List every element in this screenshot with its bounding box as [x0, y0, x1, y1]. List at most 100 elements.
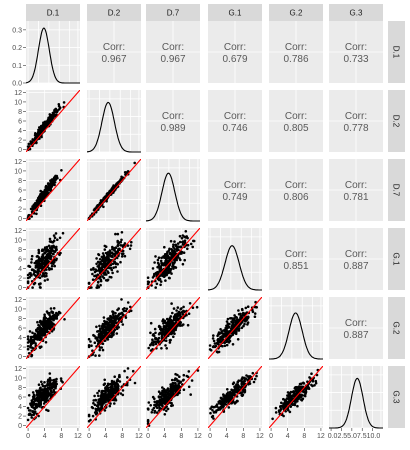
scatter-point: [162, 331, 166, 335]
scatter-point: [108, 249, 112, 252]
scatter-point: [49, 320, 53, 324]
scatter-point: [294, 388, 298, 392]
scatter-point: [43, 279, 47, 282]
scatter-point: [123, 369, 126, 373]
scatter-point: [152, 406, 156, 410]
scatter-point: [212, 411, 216, 414]
y-tick-label: 0: [18, 285, 22, 292]
scatter-point: [217, 400, 220, 404]
scatter-point: [159, 407, 162, 410]
scatter-point: [168, 276, 171, 280]
row-strips: D.1 D.2 D.7 G.1 G.2 G.3: [388, 21, 405, 428]
scatter-point: [164, 271, 167, 274]
scatter-point: [41, 330, 45, 334]
scatter-point: [124, 316, 128, 319]
scatter-point: [98, 335, 101, 338]
scatter-point: [255, 374, 258, 378]
corr-label: Corr:: [285, 249, 307, 260]
scatter-point: [219, 340, 223, 343]
scatter-point: [116, 314, 120, 317]
scatter-point: [52, 318, 55, 322]
scatter-point: [226, 391, 230, 394]
scatter-point: [34, 205, 38, 209]
scatter-point: [50, 114, 53, 118]
scatter-point: [53, 317, 57, 320]
x-tick-label: 0: [146, 433, 150, 440]
scatter-point: [45, 123, 49, 126]
scatter-point: [112, 331, 115, 334]
scatter-point: [153, 327, 157, 331]
scatter-point: [157, 395, 161, 399]
scatter-point: [314, 381, 318, 385]
scatter-point: [56, 238, 59, 241]
scatter-point: [52, 234, 56, 237]
scatter-point: [99, 279, 103, 283]
panel: [87, 366, 141, 428]
scatter-point: [116, 232, 120, 236]
scatter-point: [124, 173, 127, 176]
scatter-points: [87, 298, 133, 358]
scatter-point: [126, 301, 130, 304]
axes: 0.00.10.20.30246810120246810120246810120…: [12, 27, 380, 440]
scatter-point: [46, 118, 50, 121]
scatter-point: [51, 381, 55, 385]
scatter-point: [103, 409, 107, 412]
scatter-point: [215, 409, 218, 412]
scatter-point: [45, 397, 48, 400]
panel-background: [26, 21, 80, 83]
column-strip: [87, 4, 141, 21]
scatter-point: [107, 271, 110, 275]
scatter-point: [98, 258, 102, 261]
panel: Corr:0.781: [329, 159, 383, 221]
scatter-point: [311, 380, 315, 383]
row-strip-label: G.2: [392, 322, 401, 335]
scatter-point: [26, 418, 30, 422]
scatter-point: [98, 346, 102, 349]
scatter-point: [39, 126, 42, 129]
scatter-point: [42, 388, 45, 392]
scatter-point: [235, 385, 238, 389]
scatter-point: [49, 247, 52, 250]
scatter-point: [37, 383, 41, 387]
scatter-point: [155, 401, 159, 405]
scatter-point: [33, 203, 36, 207]
scatter-point: [101, 398, 104, 402]
column-strip: [269, 4, 323, 21]
scatter-point: [52, 307, 56, 310]
scatter-points: [26, 169, 63, 220]
panel: Corr:0.989: [146, 90, 200, 152]
scatter-point: [213, 345, 217, 349]
scatter-point: [38, 395, 42, 399]
scatter-point: [223, 344, 227, 348]
y-tick-label: 8: [18, 178, 22, 185]
panel: [145, 159, 200, 222]
corr-value: 0.746: [222, 123, 247, 134]
scatter-point: [156, 258, 160, 262]
scatter-point: [36, 134, 39, 137]
scatter-point: [47, 317, 50, 321]
reference-line: [87, 159, 141, 221]
scatter-point: [54, 110, 58, 113]
scatter-point: [104, 328, 108, 332]
scatter-point: [46, 249, 49, 253]
scatter-point: [112, 266, 115, 270]
panel: [207, 228, 262, 291]
scatter-point: [183, 241, 187, 244]
scatter-point: [231, 343, 235, 346]
scatter-point: [170, 389, 173, 393]
scatter-point: [172, 245, 175, 248]
scatter-point: [50, 394, 54, 398]
y-tick-label: 10: [14, 306, 22, 313]
y-tick-label: 10: [14, 237, 22, 244]
scatter-point: [165, 317, 169, 321]
corr-value: 0.887: [343, 261, 368, 272]
corr-value: 0.778: [343, 123, 368, 134]
scatter-point: [225, 320, 229, 323]
scatter-point: [298, 386, 302, 389]
scatter-point: [38, 332, 42, 336]
scatter-point: [111, 262, 115, 266]
scatter-point: [91, 406, 95, 410]
scatter-point: [172, 307, 176, 310]
scatter-point: [151, 267, 155, 270]
corr-label: Corr:: [285, 180, 307, 191]
